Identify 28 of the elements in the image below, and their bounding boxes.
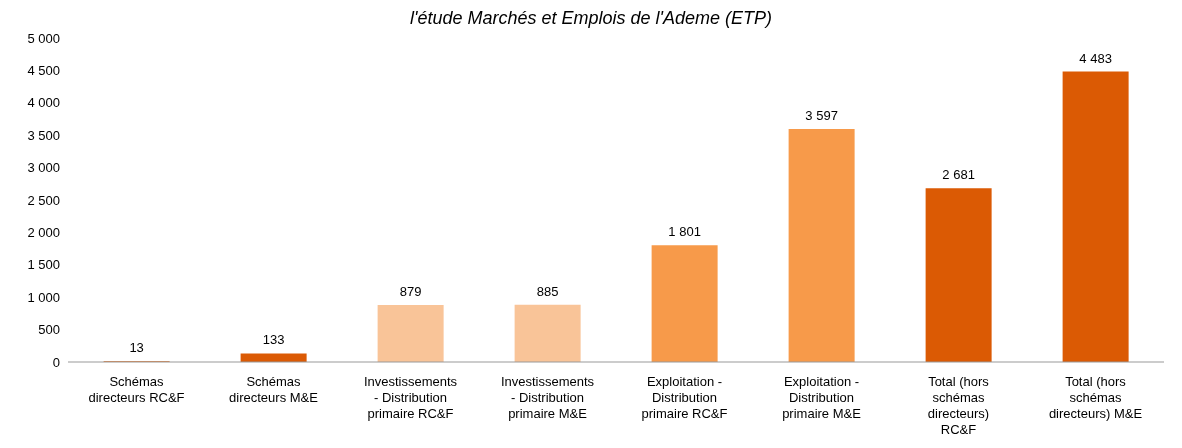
y-tick-label: 0 [52, 354, 60, 370]
x-tick-label: Investissements - Distribution primaire M&E [500, 374, 595, 421]
chart-title: l'étude Marchés et Emplois de l'Ademe (ETP) [409, 8, 773, 29]
y-tick-label: 4 000 [27, 95, 60, 111]
data-label: 13 [129, 340, 144, 356]
data-label: 4 483 [1079, 50, 1112, 66]
y-tick-label: 4 500 [27, 63, 60, 79]
data-label: 3 597 [805, 107, 838, 123]
y-tick-label: 5 000 [27, 30, 60, 46]
x-tick-label: Total (hors schémas directeurs) M&E [1048, 374, 1143, 421]
data-label: 879 [399, 284, 422, 300]
y-tick-label: 3 000 [27, 160, 60, 176]
x-tick-label: Schémas directeurs M&E [229, 374, 319, 405]
x-tick-label: Exploitation - Distribution primaire M&E [782, 374, 862, 421]
data-label: 2 681 [942, 167, 975, 183]
x-tick-label: Exploitation - Distribution primaire RC&F [641, 374, 728, 421]
y-tick-label: 1 500 [27, 257, 60, 273]
data-label: 133 [262, 332, 285, 348]
data-label: 1 801 [668, 224, 701, 240]
y-tick-label: 1 000 [27, 289, 60, 305]
data-label: 885 [536, 283, 559, 299]
y-tick-label: 2 000 [27, 225, 60, 241]
x-tick-label: Total (hors schémas directeurs) RC&F [927, 374, 990, 437]
y-tick-label: 2 500 [27, 192, 60, 208]
y-tick-label: 500 [38, 322, 60, 338]
x-tick-label: Schémas directeurs RC&F [88, 374, 185, 405]
x-tick-label: Investissements - Distribution primaire RC&F [363, 374, 458, 421]
y-tick-label: 3 500 [27, 127, 60, 143]
